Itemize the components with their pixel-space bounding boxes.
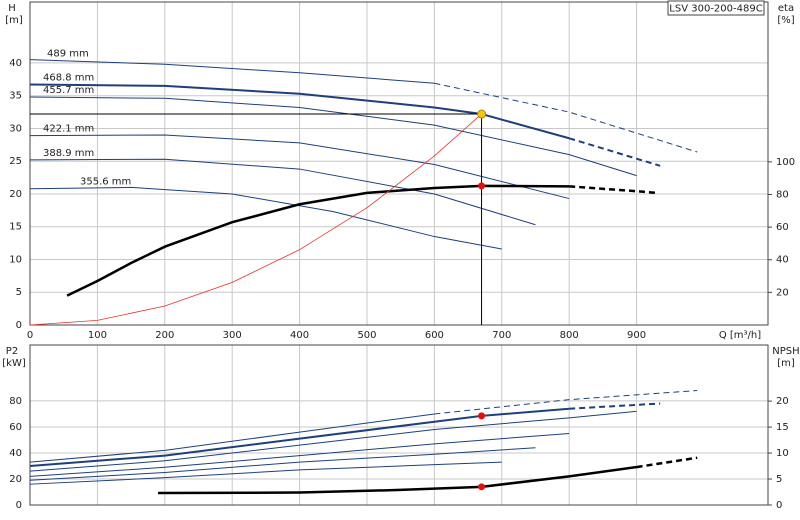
curve [29, 83, 570, 140]
curve [29, 158, 536, 226]
y-tick-label: 0 [16, 320, 22, 331]
curve [569, 185, 657, 195]
curve-label: 468.8 mm [43, 73, 94, 84]
curve [568, 137, 661, 167]
title-box [667, 0, 765, 16]
y2-tick-label: 60 [776, 222, 789, 233]
x-tick-label: 600 [425, 330, 444, 341]
curve [29, 461, 502, 485]
y-axis-label: P2 [6, 346, 18, 357]
curve [636, 456, 698, 469]
y2-tick-label: 15 [776, 422, 789, 433]
eta-point [478, 182, 486, 190]
y-axis-unit: [kW] [2, 358, 26, 369]
x-tick-label: 100 [88, 330, 107, 341]
y2-axis-unit: [m] [777, 358, 795, 369]
curve-label: 355.6 mm [80, 177, 131, 188]
y2-tick-label: 20 [776, 287, 789, 298]
y2-tick-label: 100 [776, 157, 795, 168]
y-tick-label: 20 [9, 189, 22, 200]
y-tick-label: 80 [9, 396, 22, 407]
curve [434, 390, 698, 415]
curve [29, 134, 570, 200]
duty-point [478, 412, 486, 420]
y-tick-label: 10 [9, 254, 22, 265]
plot-frame [29, 344, 769, 506]
operating-point [477, 109, 487, 119]
y-axis-label: H [8, 3, 16, 14]
y-tick-label: 0 [16, 500, 22, 511]
y-tick-label: 60 [9, 422, 22, 433]
y-tick-label: 35 [9, 91, 22, 102]
curve [434, 82, 698, 153]
y-tick-label: 30 [9, 123, 22, 134]
y-tick-label: 25 [9, 156, 22, 167]
y2-tick-label: 40 [776, 255, 789, 266]
x-axis-label: Q [m³/h] [719, 330, 761, 341]
curve [29, 59, 435, 84]
curve-label: 455.7 mm [43, 85, 94, 96]
y2-axis-label: eta [778, 3, 794, 14]
y-tick-label: 20 [9, 474, 22, 485]
duty-point [478, 483, 486, 491]
x-tick-label: 200 [155, 330, 174, 341]
y-tick-label: 15 [9, 222, 22, 233]
y2-tick-label: 10 [776, 448, 789, 459]
x-tick-label: 300 [223, 330, 242, 341]
curve [29, 186, 502, 250]
x-tick-label: 0 [27, 330, 33, 341]
curve-label: 422.1 mm [43, 124, 94, 135]
curve [29, 96, 637, 177]
y-tick-label: 40 [9, 448, 22, 459]
x-tick-label: 500 [357, 330, 376, 341]
y2-tick-label: 5 [776, 474, 782, 485]
curve-label: 388.9 mm [43, 148, 94, 159]
x-tick-label: 700 [492, 330, 511, 341]
curve [158, 465, 637, 495]
y2-tick-label: 20 [776, 396, 789, 407]
y2-tick-label: 80 [776, 189, 789, 200]
x-tick-label: 900 [627, 330, 646, 341]
chart-title: LSV 300-200-489C [669, 4, 762, 15]
x-tick-label: 400 [290, 330, 309, 341]
y-axis-unit: [m] [5, 15, 23, 26]
x-tick-label: 800 [560, 330, 579, 341]
curve [29, 413, 435, 463]
y-tick-label: 5 [16, 287, 22, 298]
curve [29, 113, 482, 326]
y-tick-label: 40 [9, 58, 22, 69]
curve [29, 447, 536, 481]
curve [569, 402, 661, 410]
curve [29, 410, 637, 472]
curve [29, 407, 570, 467]
y2-tick-label: 0 [776, 500, 782, 511]
curve [29, 432, 570, 477]
y2-axis-label: NPSH [772, 346, 799, 357]
curve [66, 184, 570, 297]
curve-label: 489 mm [47, 49, 89, 60]
plot-frame [29, 1, 769, 326]
y2-axis-unit: [%] [777, 15, 794, 26]
